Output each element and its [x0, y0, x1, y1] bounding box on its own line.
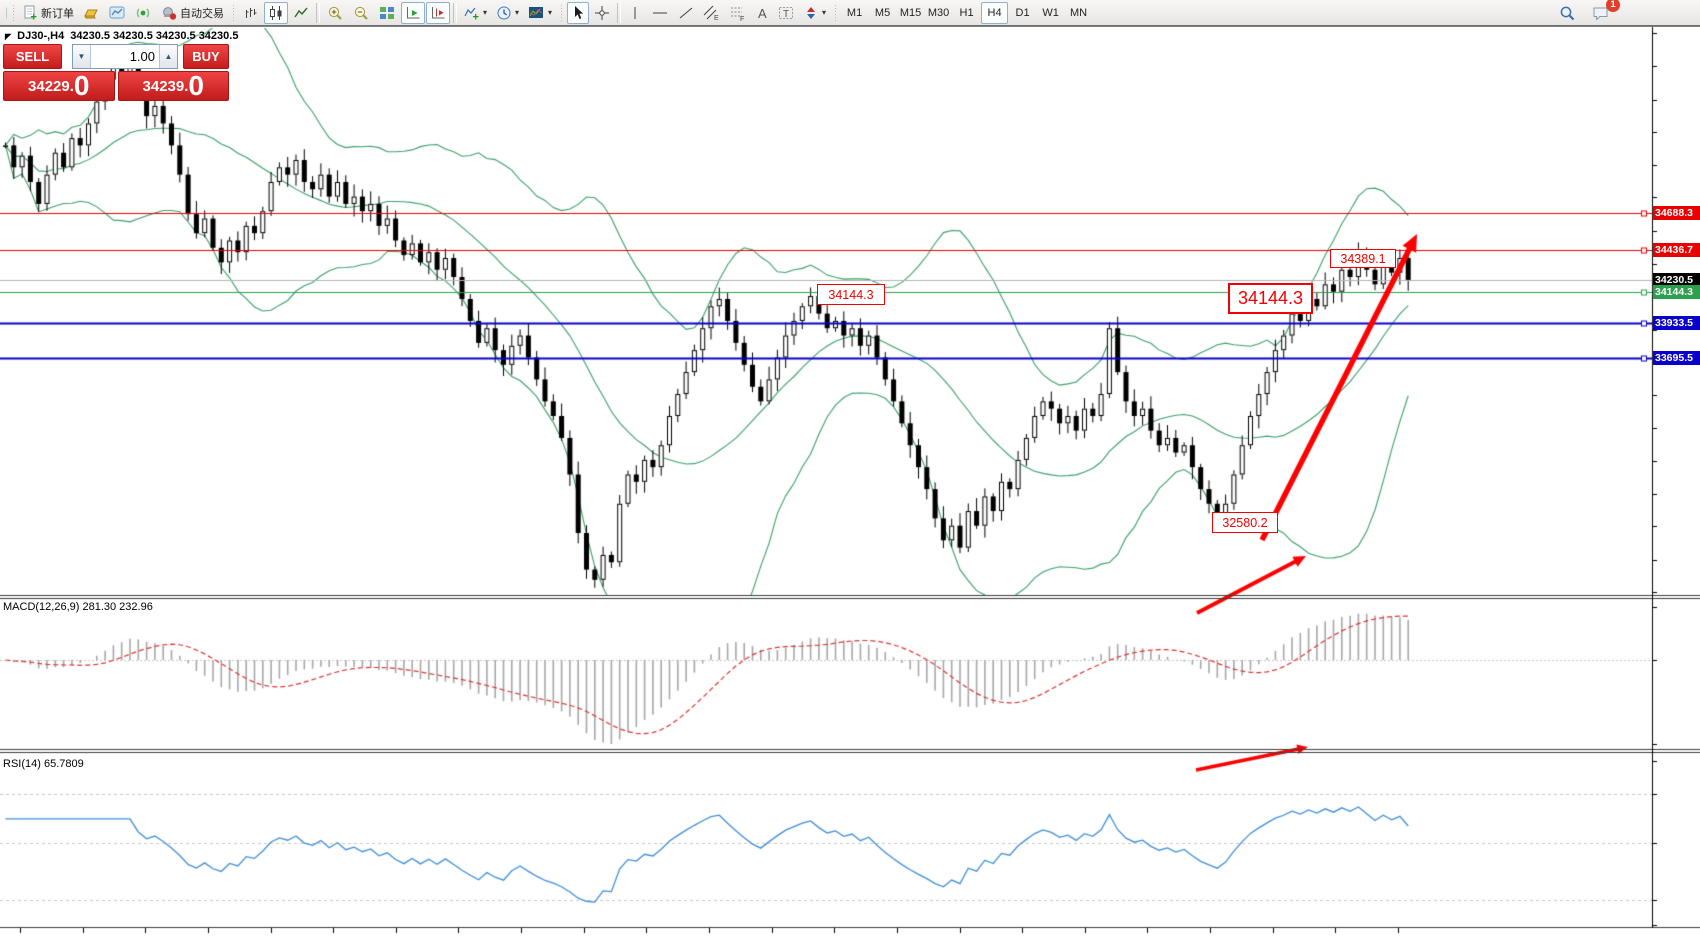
volume-stepper: ▼ ▲ — [72, 44, 178, 69]
sell-price-main: 34229 — [28, 78, 70, 95]
buy-price-dot: . — [184, 78, 189, 95]
chart-symbol-period: DJ30-,H4 — [17, 30, 65, 42]
sell-price-dot: . — [69, 78, 74, 95]
volume-decrease-button[interactable]: ▼ — [73, 45, 91, 68]
sell-button[interactable]: SELL — [3, 44, 62, 69]
volume-input[interactable] — [91, 45, 159, 68]
chart-title-row: ◤ DJ30-,H4 34230.5 34230.5 34230.5 34230… — [5, 30, 238, 42]
rsi-value: 65.7809 — [43, 758, 84, 770]
buy-price-big-digit: 0 — [188, 70, 204, 101]
caret-down-icon: ▼ — [77, 52, 86, 61]
rsi-indicator-label: RSI(14) 65.7809 — [3, 758, 84, 770]
one-click-trading-panel: SELL ▼ ▲ BUY 34229.0 34239.0 — [3, 44, 229, 101]
buy-button[interactable]: BUY — [183, 44, 229, 69]
symbol-marker-icon: ◤ — [5, 31, 12, 41]
caret-up-icon: ▲ — [164, 52, 173, 61]
macd-indicator-label: MACD(12,26,9) 281.30 232.96 — [3, 601, 153, 613]
volume-increase-button[interactable]: ▲ — [159, 45, 177, 68]
macd-values: 281.30 232.96 — [82, 601, 153, 613]
chart-ohlc-values: 34230.5 34230.5 34230.5 34230.5 — [70, 30, 239, 42]
rsi-name: RSI(14) — [3, 758, 41, 770]
buy-price-display[interactable]: 34239. 0 — [117, 70, 229, 101]
sell-price-display[interactable]: 34229. 0 — [3, 71, 115, 101]
sell-price-big-digit: 0 — [73, 70, 90, 101]
buy-price-main: 34239 — [142, 78, 185, 95]
macd-name: MACD(12,26,9) — [3, 601, 80, 613]
